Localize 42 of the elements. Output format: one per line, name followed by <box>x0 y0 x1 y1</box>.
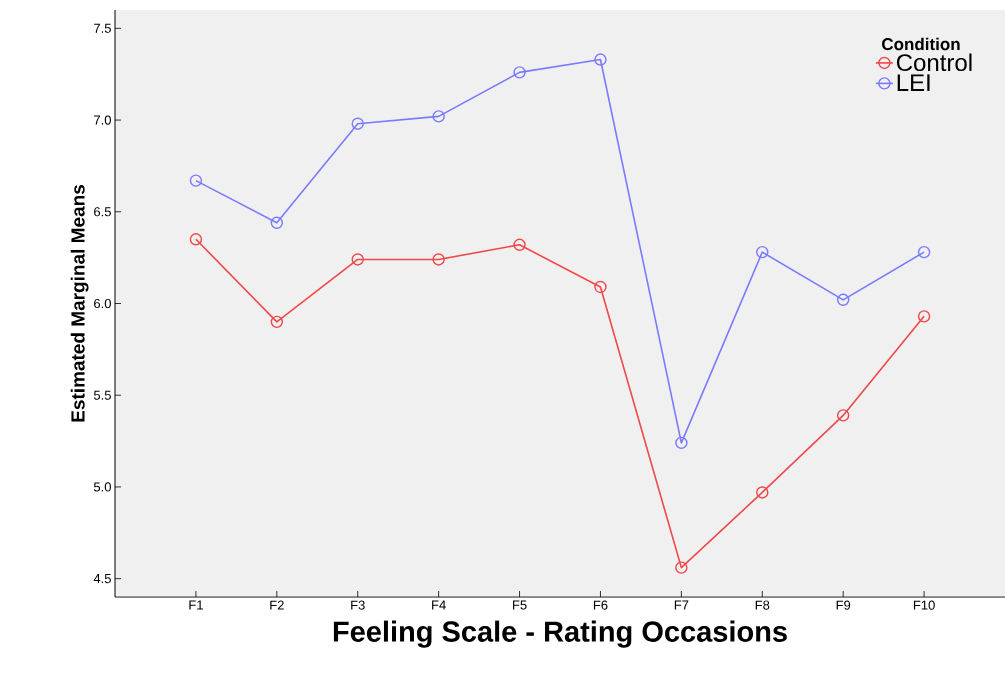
legend-label: LEI <box>897 74 930 91</box>
y-tick-label: 5.5 <box>93 390 111 400</box>
point <box>836 409 850 422</box>
point <box>917 245 931 259</box>
point <box>594 280 607 294</box>
x-axis-title: Feeling Scale - Rating Occasions <box>333 620 787 648</box>
point <box>513 66 526 79</box>
point <box>189 174 203 187</box>
point <box>836 293 850 307</box>
point <box>756 486 769 499</box>
legend-title: Condition <box>882 37 960 51</box>
point <box>351 253 364 266</box>
legend-label: Control <box>896 53 972 72</box>
x-tick-label: F5 <box>513 600 527 610</box>
y-axis-title: Estimated Marginal Means <box>70 184 89 422</box>
x-tick-label: F6 <box>593 600 608 610</box>
point <box>270 315 284 329</box>
point <box>675 436 688 450</box>
x-tick-label: F7 <box>674 600 689 610</box>
y-tick-label: 6.5 <box>94 207 111 217</box>
point <box>432 110 445 123</box>
x-tick-label: F9 <box>836 600 851 610</box>
x-tick-label: F8 <box>755 600 770 610</box>
y-tick-label: 4.5 <box>93 574 111 584</box>
x-tick-label: F4 <box>432 600 446 610</box>
x-tick-label: F1 <box>189 600 203 610</box>
y-tick-label: 5.0 <box>93 482 111 492</box>
point <box>675 561 688 574</box>
y-tick-label: 7.0 <box>94 115 111 125</box>
point <box>917 310 931 323</box>
y-tick-label: 6.0 <box>94 298 111 309</box>
x-tick-label: F2 <box>270 600 284 610</box>
point <box>432 253 445 266</box>
point <box>594 53 607 66</box>
y-tick-label: 7.5 <box>94 23 111 33</box>
point <box>756 245 769 259</box>
x-tick-label: F3 <box>351 600 365 610</box>
point <box>189 233 203 246</box>
point <box>270 216 284 229</box>
x-tick-label: F10 <box>913 600 935 610</box>
point <box>351 117 364 130</box>
point <box>513 238 526 251</box>
